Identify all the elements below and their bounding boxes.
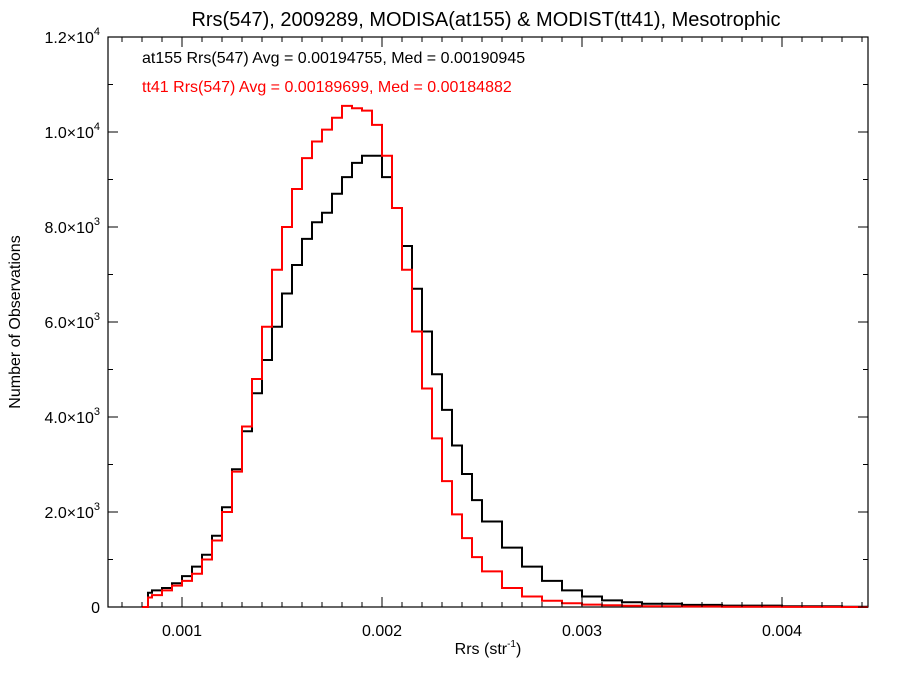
chart-title: Rrs(547), 2009289, MODISA(at155) & MODIS…: [191, 9, 780, 31]
y-tick-label: 1.0×104: [44, 121, 100, 142]
x-tick-label: 0.004: [762, 623, 802, 640]
x-axis-label-base: Rrs (str: [455, 641, 508, 658]
y-tick-label: 1.2×104: [44, 26, 100, 47]
x-tick-label: 0.001: [162, 623, 202, 640]
x-axis-label-sup: -1: [507, 639, 516, 650]
series-layer: [142, 104, 868, 608]
annotation-at155: at155 Rrs(547) Avg = 0.00194755, Med = 0…: [142, 50, 525, 67]
x-tick-label: 0.003: [562, 623, 602, 640]
x-axis-label: Rrs (str-1): [455, 639, 522, 658]
y-tick-label: 0: [91, 600, 100, 617]
x-axis-label-close: ): [516, 641, 521, 658]
x-tick-label: 0.002: [362, 623, 402, 640]
series-line-0: [142, 154, 868, 608]
annotation-tt41: tt41 Rrs(547) Avg = 0.00189699, Med = 0.…: [142, 79, 512, 96]
ticks-layer: 0.001 0.002 0.003 0.004 0 2.0×103 4.0×103 6.0×1…: [44, 26, 868, 640]
y-tick-label: 8.0×103: [44, 216, 100, 237]
y-tick-label: 4.0×103: [44, 406, 100, 427]
y-axis-label: Number of Observations: [7, 235, 24, 408]
series-line-1: [142, 104, 868, 608]
y-tick-label: 2.0×103: [44, 501, 100, 522]
y-tick-label: 6.0×103: [44, 311, 100, 332]
